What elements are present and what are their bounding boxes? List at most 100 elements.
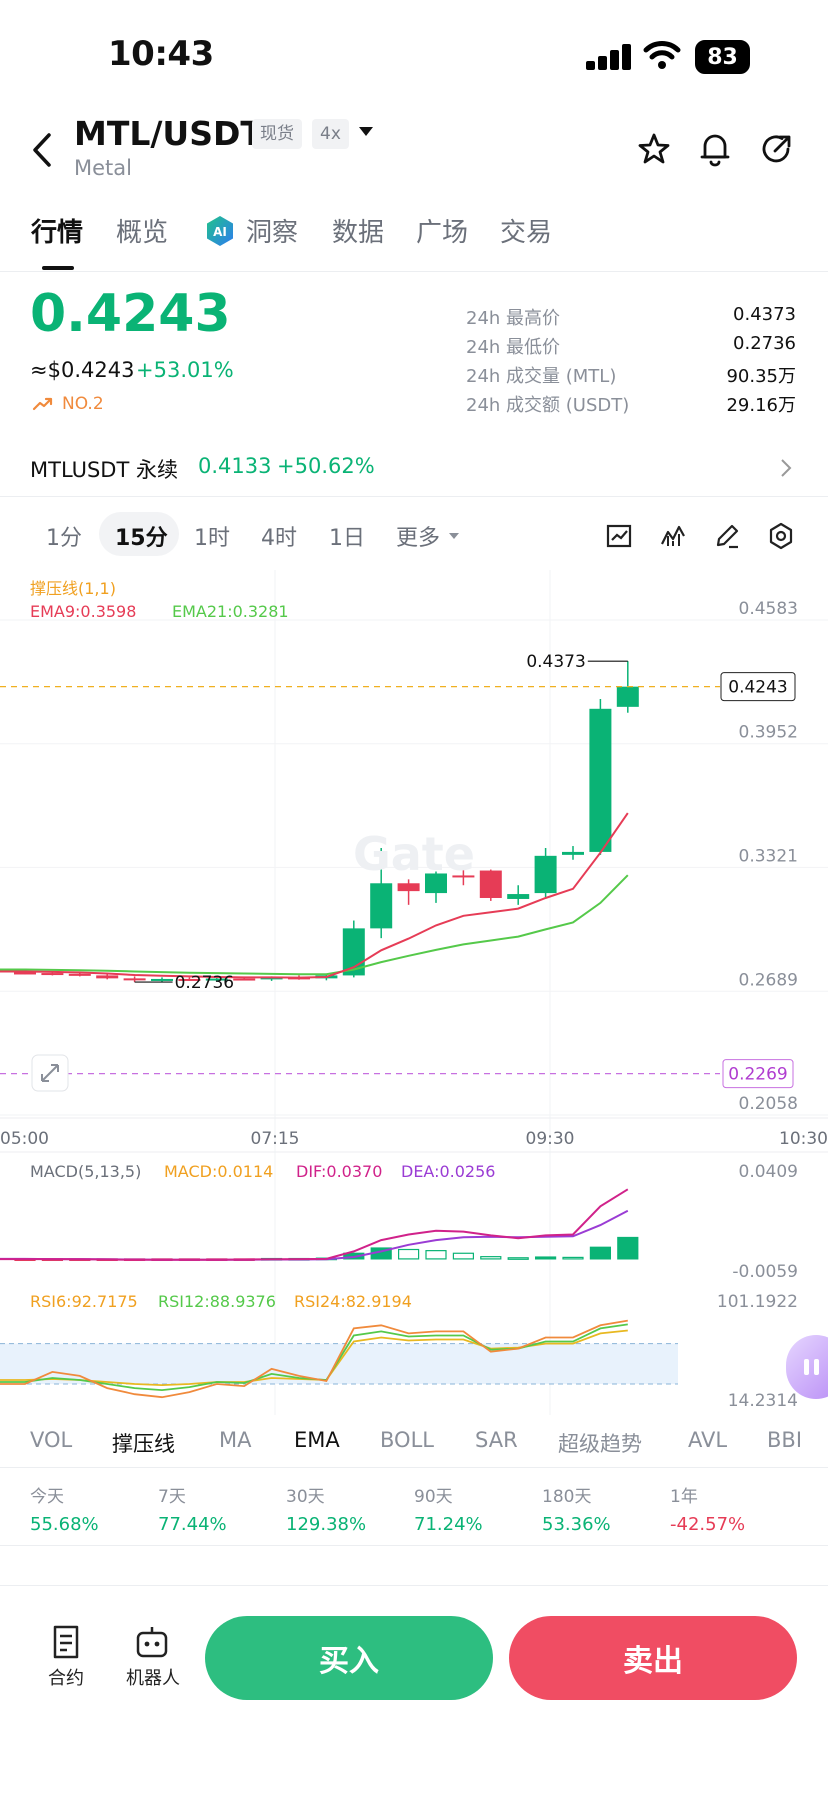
x-axis-label: 10:30	[779, 1129, 828, 1149]
timeframe-4h[interactable]: 4时	[261, 526, 297, 551]
perf-label: 今天	[30, 1487, 64, 1507]
indicator-icon[interactable]	[659, 522, 687, 550]
indicator-tab-sr[interactable]: 撑压线	[112, 1432, 175, 1456]
macd-bar	[507, 1257, 529, 1260]
indicator-tab-sar[interactable]: SAR	[475, 1428, 518, 1452]
svg-text:AI: AI	[213, 225, 227, 239]
tab-trade[interactable]: 交易	[500, 218, 553, 248]
contract-label[interactable]: 合约	[48, 1668, 84, 1689]
perf-label: 1年	[670, 1487, 698, 1507]
candle	[562, 851, 584, 855]
settings-icon[interactable]	[767, 522, 795, 550]
perf-value: 77.44%	[158, 1514, 227, 1535]
ema21-line	[0, 874, 629, 976]
share-icon[interactable]	[760, 132, 794, 166]
divider	[0, 496, 828, 497]
indicator-tab-bbi[interactable]: BBI	[767, 1428, 803, 1452]
floating-assistant-button[interactable]	[786, 1335, 828, 1399]
candle	[479, 870, 502, 898]
timeframe-1h[interactable]: 1时	[194, 526, 230, 551]
candle	[425, 873, 447, 894]
contract-icon[interactable]	[50, 1624, 82, 1660]
perpetual-price: 0.4133	[198, 454, 272, 478]
timeframe-more[interactable]: 更多	[396, 526, 441, 551]
candle	[397, 883, 420, 892]
indicator-tab-boll[interactable]: BOLL	[380, 1428, 434, 1452]
indicator-tabs: VOL 撑压线 MA EMA BOLL SAR 超级趋势 AVL BBI	[0, 1418, 828, 1468]
macd-bar	[617, 1236, 639, 1260]
pair-dropdown-icon[interactable]	[358, 126, 374, 138]
candle	[96, 975, 119, 979]
last-price: 0.4243	[30, 284, 231, 344]
tab-overview[interactable]: 概览	[116, 218, 169, 248]
candle	[178, 978, 201, 981]
indicator-tab-vol[interactable]: VOL	[30, 1428, 73, 1452]
buy-button[interactable]: 买入	[205, 1616, 493, 1700]
y-axis-label: 0.2058	[739, 1094, 798, 1114]
active-tab-indicator	[42, 266, 74, 270]
dea-legend: DEA:0.0256	[401, 1162, 495, 1181]
indicator-tab-ma[interactable]: MA	[219, 1428, 252, 1452]
rsi24-legend: RSI24:82.9194	[294, 1292, 412, 1311]
gate-watermark: Gate	[353, 827, 475, 881]
kline-chart[interactable]: 0.4583 0.3952 0.3321 0.2689 0.2058 05:00 07:15…	[0, 570, 828, 1415]
timeframe-1m[interactable]: 1分	[46, 526, 82, 551]
stat-label: 24h 成交额 (USDT)	[466, 395, 630, 416]
bell-icon[interactable]	[698, 130, 732, 168]
chart-grid	[0, 570, 828, 1415]
robot-icon[interactable]	[134, 1624, 170, 1660]
draw-pencil-icon[interactable]	[713, 522, 741, 550]
macd-axis-label: -0.0059	[732, 1262, 798, 1282]
perpetual-row[interactable]: MTLUSDT 永续 0.4133 +50.62%	[0, 440, 828, 496]
dif-line	[0, 1188, 629, 1261]
sell-button[interactable]: 卖出	[509, 1616, 797, 1700]
candle	[370, 883, 393, 929]
indicator-tab-supertrend[interactable]: 超级趋势	[558, 1432, 642, 1456]
pair-title[interactable]: MTL/USDT	[74, 114, 263, 153]
stat-value: 0.2736	[733, 333, 796, 354]
candle	[534, 855, 557, 894]
support-price-label: 0.2269	[728, 1065, 787, 1085]
timeframe-15m[interactable]: 15分	[115, 526, 168, 551]
tab-square[interactable]: 广场	[416, 218, 469, 248]
indicator-tab-ema[interactable]: EMA	[294, 1428, 340, 1452]
timeframe-1d[interactable]: 1日	[329, 526, 365, 551]
indicator-tab-avl[interactable]: AVL	[688, 1428, 728, 1452]
stat-label: 24h 成交量 (MTL)	[466, 366, 617, 387]
high-marker-label: 0.4373	[526, 652, 585, 672]
dea-line	[0, 1209, 629, 1261]
rsi6-line	[0, 1319, 628, 1399]
macd-axis-label: 0.0409	[739, 1162, 798, 1182]
bottom-action-bar: 合约 机器人 买入 卖出	[0, 1585, 828, 1795]
candle	[68, 973, 91, 976]
tab-market[interactable]: 行情	[31, 218, 84, 248]
sr-legend: 撑压线(1,1)	[30, 579, 116, 598]
timeframe-bar: 1分 15分 1时 4时 1日 更多	[0, 506, 828, 566]
back-arrow-icon[interactable]	[30, 132, 54, 168]
star-icon[interactable]	[637, 132, 671, 166]
candle	[151, 978, 173, 981]
leverage-tag: 4x	[312, 119, 349, 149]
macd-bar	[589, 1246, 612, 1260]
status-time: 10:43	[108, 34, 214, 74]
y-axis-label: 0.4583	[739, 599, 798, 619]
tab-data[interactable]: 数据	[332, 218, 385, 248]
perpetual-name: MTLUSDT 永续	[30, 458, 178, 482]
macd-bar	[534, 1256, 557, 1260]
stat-label: 24h 最低价	[466, 337, 561, 358]
expand-icon[interactable]	[31, 1054, 69, 1092]
ema21-legend: EMA21:0.3281	[172, 602, 289, 621]
macd-pane	[0, 1188, 639, 1262]
rsi6-legend: RSI6:92.7175	[30, 1292, 138, 1311]
perf-label: 90天	[414, 1487, 453, 1507]
y-axis-label: 0.3321	[739, 846, 798, 866]
perf-value: 53.36%	[542, 1514, 611, 1535]
chart-type-icon[interactable]	[605, 522, 633, 550]
x-axis-label: 09:30	[526, 1129, 575, 1149]
rsi-axis-label: 101.1922	[717, 1292, 798, 1312]
perf-value: 129.38%	[286, 1514, 367, 1535]
chevron-right-icon	[781, 459, 792, 477]
robot-label[interactable]: 机器人	[126, 1668, 180, 1689]
tab-insight[interactable]: 洞察	[246, 218, 299, 248]
status-bar: 10:43 83	[0, 0, 828, 110]
